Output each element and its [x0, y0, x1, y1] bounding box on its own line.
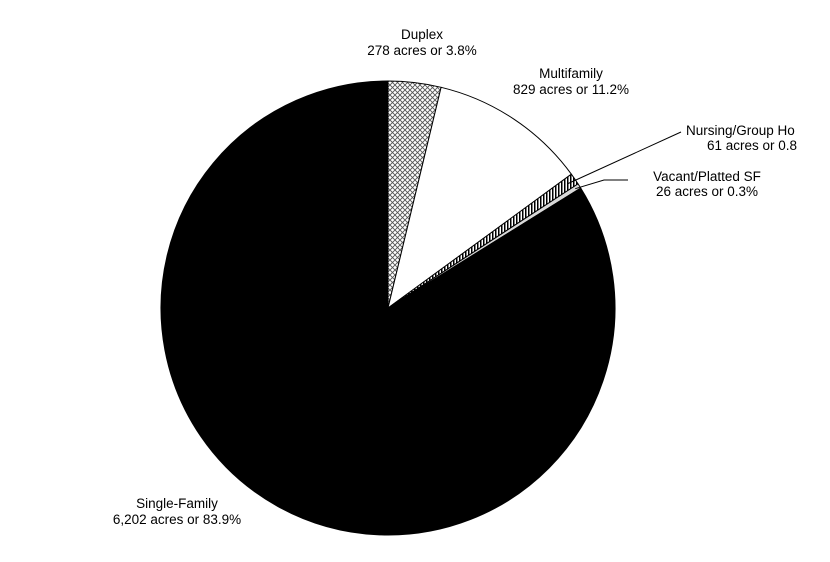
slice-label-single-family: Single-Family — [136, 496, 218, 511]
leader-line-vacant-platted — [575, 179, 628, 190]
slice-value-nursing-group: 61 acres or 0.8 — [707, 138, 797, 153]
slice-label-multifamily: Multifamily — [539, 66, 603, 81]
slice-label-duplex: Duplex — [401, 27, 443, 42]
leader-line-nursing-group — [567, 131, 682, 184]
slice-value-duplex: 278 acres or 3.8% — [367, 43, 477, 58]
slice-label-vacant-platted: Vacant/Platted SF — [653, 169, 761, 184]
slice-value-single-family: 6,202 acres or 83.9% — [113, 512, 241, 527]
pie-slice-single-family — [160, 80, 616, 536]
leader-lines — [567, 131, 682, 190]
slice-value-multifamily: 829 acres or 11.2% — [513, 82, 629, 97]
slice-label-nursing-group: Nursing/Group Ho — [686, 123, 795, 138]
slice-value-vacant-platted: 26 acres or 0.3% — [656, 184, 758, 199]
pie-slice-multifamily — [387, 86, 572, 309]
pie-slices — [160, 80, 616, 536]
